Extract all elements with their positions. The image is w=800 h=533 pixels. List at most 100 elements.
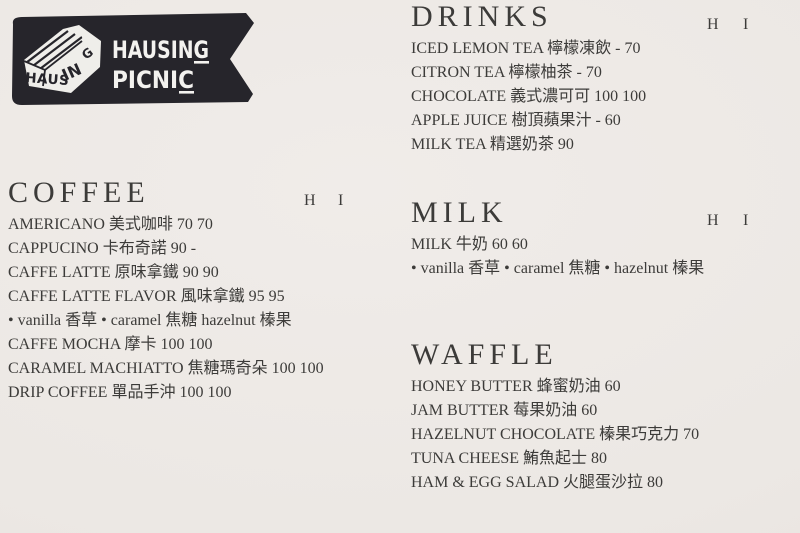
section-drinks: DRINKS H I ICED LEMON TEA 檸檬凍飲 - 70 CITR… [411, 0, 779, 154]
price-hot: 100 [160, 336, 185, 353]
menu-item-row: JAM BUTTER 莓果奶油 60 [411, 396, 779, 420]
price-hot: 100 [271, 360, 296, 377]
brand-underline-1 [194, 61, 209, 64]
column-header-hot: H [707, 212, 719, 229]
menu-item-row: HONEY BUTTER 蜂蜜奶油 60 [411, 372, 779, 396]
item-name: HONEY BUTTER [411, 378, 533, 395]
price-iced: 95 [268, 288, 285, 305]
item-name-zh: 焦糖瑪奇朵 [187, 360, 268, 377]
column-header-iced: I [338, 192, 344, 209]
price-iced: 60 [511, 236, 528, 253]
item-name-zh: 摩卡 [124, 336, 157, 353]
section-title-drinks: DRINKS [411, 0, 553, 33]
item-name: CARAMEL MACHIATTO [8, 360, 184, 377]
menu-item-row: AMERICANO 美式咖啡 70 70 [8, 210, 378, 234]
price-hot: 100 [179, 384, 204, 401]
item-name-zh: 精選奶茶 [489, 136, 554, 153]
item-name-zh: 莓果奶油 [513, 402, 578, 419]
item-name: MILK TEA [411, 136, 486, 153]
coffee-flavor-tags: • vanilla 香草 • caramel 焦糖 hazelnut 榛果 [8, 306, 378, 330]
section-header: COFFEE H I [8, 172, 378, 210]
price: 80 [591, 450, 608, 467]
menu-item-row: APPLE JUICE 樹頂蘋果汁 - 60 [411, 106, 779, 130]
menu-item-row: ICED LEMON TEA 檸檬凍飲 - 70 [411, 34, 779, 58]
menu-item-row: CAFFE LATTE 原味拿鐵 90 90 [8, 258, 378, 282]
price-hot: 70 [176, 216, 193, 233]
price-iced: 70 [585, 64, 602, 81]
brand-name-line1: HAUSING [112, 36, 209, 64]
price-hot: 90 [170, 240, 187, 257]
section-coffee: COFFEE H I AMERICANO 美式咖啡 70 70 CAPPUCIN… [8, 172, 378, 402]
item-name: CAFFE LATTE [8, 264, 111, 281]
item-name: CAFFE LATTE FLAVOR [8, 288, 177, 305]
flavor-tag-vanilla: • vanilla 香草 [8, 312, 101, 329]
section-waffle: WAFFLE HONEY BUTTER 蜂蜜奶油 60 JAM BUTTER 莓… [411, 338, 779, 492]
price-iced: 100 [188, 336, 213, 353]
bullet-icon: • [504, 260, 510, 277]
flavor-en: caramel [110, 312, 162, 329]
price-iced: 60 [604, 112, 621, 129]
price-iced: 100 [622, 88, 647, 105]
price: 70 [683, 426, 700, 443]
brand-underline-2 [179, 91, 194, 94]
item-name: CHOCOLATE [411, 88, 507, 105]
item-name-zh: 樹頂蘋果汁 [511, 112, 592, 129]
item-name-zh: 鮪魚起士 [523, 450, 588, 467]
item-name: AMERICANO [8, 216, 105, 233]
flavor-zh: 焦糖 [568, 260, 601, 277]
price-iced: - [190, 240, 197, 257]
column-header-iced: I [743, 16, 749, 33]
column-header-iced: I [743, 212, 749, 229]
price-iced: 70 [624, 40, 641, 57]
bullet-icon: • [101, 312, 107, 329]
item-name-zh: 風味拿鐵 [180, 288, 245, 305]
item-name-zh: 卡布奇諾 [102, 240, 167, 257]
price-hot: - [576, 64, 582, 81]
menu-item-row: CARAMEL MACHIATTO 焦糖瑪奇朵 100 100 [8, 354, 378, 378]
item-name: JAM BUTTER [411, 402, 510, 419]
section-header: MILK H I [411, 196, 779, 230]
item-name: HAM & EGG SALAD [411, 474, 559, 491]
price-hot: 95 [248, 288, 265, 305]
column-header-hot: H [707, 16, 719, 33]
menu-item-row: CAFFE LATTE FLAVOR 風味拿鐵 95 95 [8, 282, 378, 306]
item-name-zh: 蜂蜜奶油 [536, 378, 601, 395]
item-name-zh: 牛奶 [455, 236, 488, 253]
flavor-zh: 榛果 [672, 260, 705, 277]
price-iced: 100 [299, 360, 324, 377]
menu-item-row: MILK 牛奶 60 60 [411, 230, 779, 254]
price-iced: 70 [196, 216, 213, 233]
price-iced: 90 [202, 264, 219, 281]
item-name: APPLE JUICE [411, 112, 508, 129]
brand-name-line2: PICNIC [112, 66, 194, 94]
section-header: WAFFLE [411, 338, 779, 372]
price: 60 [581, 402, 598, 419]
menu-item-row: CHOCOLATE 義式濃可可 100 100 [411, 82, 779, 106]
flavor-tag-caramel: • caramel 焦糖 [504, 260, 604, 277]
item-name: HAZELNUT CHOCOLATE [411, 426, 596, 443]
item-name: CAPPUCINO [8, 240, 99, 257]
section-title-waffle: WAFFLE [411, 338, 558, 371]
price: 60 [604, 378, 621, 395]
item-name-zh: 單品手沖 [111, 384, 176, 401]
flavor-en: hazelnut [614, 260, 669, 277]
item-name-zh: 檸檬柚茶 [508, 64, 573, 81]
menu-item-row: CAFFE MOCHA 摩卡 100 100 [8, 330, 378, 354]
flavor-en: hazelnut [201, 312, 256, 329]
item-name-zh: 義式濃可可 [510, 88, 591, 105]
item-name: CAFFE MOCHA [8, 336, 121, 353]
bullet-icon: • [604, 260, 611, 277]
price: 80 [647, 474, 664, 491]
menu-item-row: CAPPUCINO 卡布奇諾 90 - [8, 234, 378, 258]
item-name: CITRON TEA [411, 64, 505, 81]
flavor-zh: 榛果 [259, 312, 292, 329]
flavor-zh: 焦糖 [165, 312, 198, 329]
hausing-picnic-logo: HAUS IN G HAUSING PICNIC [12, 13, 254, 105]
milk-flavor-tags: • vanilla 香草 • caramel 焦糖 • hazelnut 榛果 [411, 254, 779, 278]
menu-item-row: HAZELNUT CHOCOLATE 榛果巧克力 70 [411, 420, 779, 444]
hausing-box-icon: HAUS IN G [23, 25, 101, 93]
item-name-zh: 火腿蛋沙拉 [563, 474, 644, 491]
section-header: DRINKS H I [411, 0, 779, 34]
item-name-zh: 美式咖啡 [108, 216, 173, 233]
